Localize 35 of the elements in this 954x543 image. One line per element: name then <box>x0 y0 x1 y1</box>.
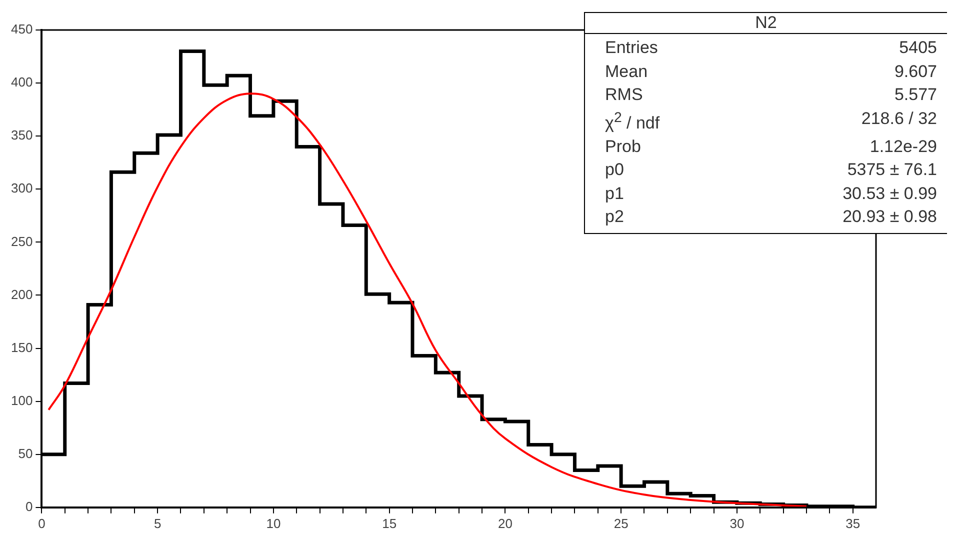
annotation: 1.12e-29 <box>870 136 937 158</box>
annotation: 218.6 / 32 <box>861 108 937 130</box>
annotation: p2 <box>605 206 624 228</box>
text: 9.607 <box>894 60 937 82</box>
text: 5.577 <box>894 84 937 106</box>
y-tick-label: 350 <box>10 128 33 143</box>
y-tick-label: 450 <box>10 22 33 37</box>
text: 5405 <box>899 37 937 59</box>
annotation: N2 <box>585 13 947 34</box>
y-tick-label: 300 <box>10 180 33 196</box>
annotation: Entries <box>605 37 658 59</box>
y-tick-label: 100 <box>10 392 33 408</box>
annotation: RMS <box>605 84 643 106</box>
x-tick-label: 20 <box>498 516 512 531</box>
annotation: Prob <box>605 136 641 158</box>
y-tick-label: 150 <box>10 340 33 355</box>
annotation: Mean <box>605 60 648 82</box>
annotation: p1 <box>605 182 624 205</box>
y-tick-label: 250 <box>10 234 33 249</box>
x-tick-label: 10 <box>266 516 281 531</box>
annotation: 20.93 ± 0.98 <box>842 206 937 228</box>
y-tick-label: 200 <box>10 286 33 302</box>
annotation: 30.53 ± 0.99 <box>842 182 937 205</box>
x-tick-label: 5 <box>154 516 162 531</box>
x-tick-label: 30 <box>730 516 744 531</box>
x-tick-label: 15 <box>382 516 397 531</box>
y-tick-label: 0 <box>25 498 33 514</box>
y-tick-label: 50 <box>18 446 33 461</box>
x-tick-label: 0 <box>38 516 46 531</box>
annotation: χ$^{2}$ / ndf <box>605 108 660 134</box>
y-tick-label: 400 <box>10 74 33 90</box>
x-tick-label: 35 <box>846 516 860 531</box>
x-tick-label: 25 <box>614 516 628 531</box>
annotation: 5375 ± 76.1 <box>847 159 937 182</box>
annotation: p0 <box>605 159 624 182</box>
